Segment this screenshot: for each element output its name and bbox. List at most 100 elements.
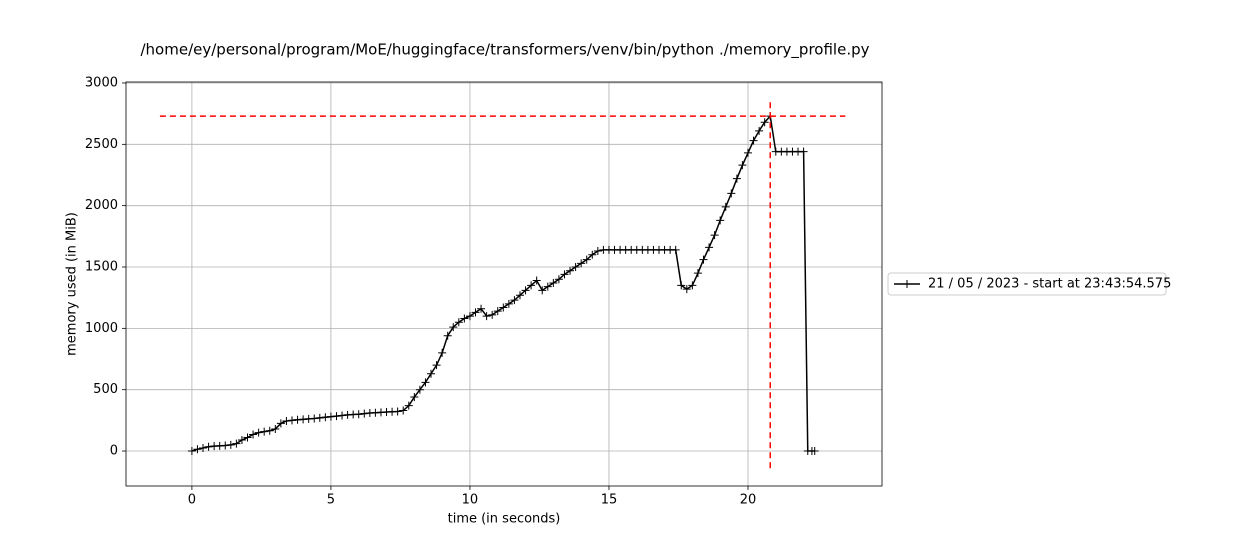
data-point — [515, 291, 524, 300]
data-point — [549, 278, 558, 287]
y-tick-label: 0 — [110, 444, 118, 459]
y-tick-label: 3000 — [85, 75, 118, 90]
data-point — [671, 245, 680, 254]
data-point — [438, 348, 447, 357]
y-tick-label: 1000 — [85, 321, 118, 336]
data-point — [799, 147, 808, 156]
x-tick-label: 15 — [601, 493, 618, 508]
y-tick-label: 2500 — [85, 137, 118, 152]
data-point — [187, 447, 196, 456]
data-point — [721, 202, 730, 211]
x-tick-label: 20 — [740, 493, 757, 508]
data-point — [332, 412, 341, 421]
data-point — [454, 318, 463, 327]
data-point — [326, 412, 335, 421]
x-axis-label: time (in seconds) — [448, 512, 561, 527]
data-point — [249, 430, 258, 439]
data-point — [393, 407, 402, 416]
data-point — [360, 409, 369, 418]
data-point — [588, 250, 597, 259]
y-axis-label: memory used (in MiB) — [65, 212, 80, 356]
data-point — [527, 281, 536, 290]
data-point — [760, 118, 769, 127]
data-point — [226, 440, 235, 449]
data-point — [499, 303, 508, 312]
data-point — [477, 304, 486, 313]
data-point — [399, 406, 408, 415]
data-point — [338, 411, 347, 420]
data-point — [287, 416, 296, 425]
data-point — [282, 416, 291, 425]
data-point — [488, 310, 497, 319]
chart-title: /home/ey/personal/program/MoE/huggingfac… — [141, 41, 870, 60]
data-point — [427, 369, 436, 378]
data-point — [254, 428, 263, 437]
data-point — [193, 445, 202, 454]
data-point — [199, 443, 208, 452]
data-point — [577, 259, 586, 268]
series-line — [191, 114, 815, 452]
data-point — [354, 410, 363, 419]
data-point — [237, 435, 246, 444]
data-point — [243, 433, 252, 442]
data-point — [471, 308, 480, 317]
data-point — [571, 263, 580, 272]
data-point — [443, 331, 452, 340]
legend-marker — [903, 280, 911, 288]
data-point — [710, 231, 719, 240]
data-point — [260, 427, 269, 436]
data-point — [465, 312, 474, 321]
data-point — [532, 276, 541, 285]
data-point — [315, 413, 324, 422]
data-point — [677, 281, 686, 290]
data-point — [538, 286, 547, 295]
data-point — [271, 424, 280, 433]
data-point — [543, 282, 552, 291]
data-point — [482, 312, 491, 321]
data-point — [749, 136, 758, 145]
data-point — [415, 385, 424, 394]
data-point — [743, 148, 752, 157]
data-point — [204, 442, 213, 451]
data-point — [755, 126, 764, 135]
y-tick-label: 1500 — [85, 260, 118, 275]
data-point — [705, 243, 714, 252]
data-point — [493, 307, 502, 316]
data-point — [693, 269, 702, 278]
data-point — [810, 447, 819, 456]
legend-box — [887, 272, 1167, 296]
data-point — [404, 401, 413, 410]
data-point — [432, 361, 441, 370]
data-point — [410, 393, 419, 402]
data-point — [554, 275, 563, 284]
plot-frame — [125, 81, 883, 487]
legend-label: 21 / 05 / 2023 - start at 23:43:54.575 — [928, 277, 1171, 292]
data-point — [732, 174, 741, 183]
data-point — [582, 255, 591, 264]
data-point — [716, 216, 725, 225]
y-tick-label: 500 — [93, 382, 118, 397]
data-point — [421, 378, 430, 387]
y-tick-label: 2000 — [85, 198, 118, 213]
data-point — [566, 266, 575, 275]
data-point — [521, 286, 530, 295]
data-point — [460, 314, 469, 323]
data-point — [727, 189, 736, 198]
data-point — [221, 441, 230, 450]
data-point — [738, 161, 747, 170]
data-point — [321, 413, 330, 422]
data-point — [593, 247, 602, 256]
data-point — [449, 323, 458, 332]
x-tick-label: 0 — [188, 493, 196, 508]
x-tick-label: 5 — [327, 493, 335, 508]
data-point — [688, 281, 697, 290]
data-point — [265, 426, 274, 435]
data-point — [699, 255, 708, 264]
data-point — [510, 296, 519, 305]
data-point — [560, 270, 569, 279]
data-point — [232, 439, 241, 448]
x-tick-label: 10 — [462, 493, 479, 508]
data-point — [310, 414, 319, 423]
